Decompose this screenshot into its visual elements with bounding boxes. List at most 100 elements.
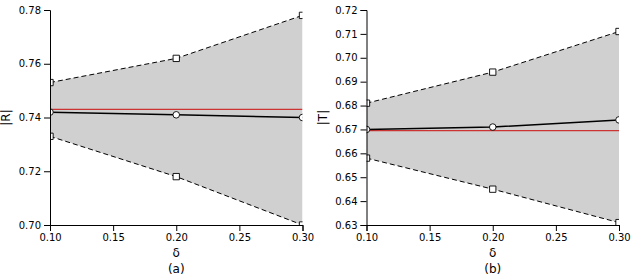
y-tick-label: 0.65 [335,172,357,183]
x-tick: 0.30 [608,225,630,243]
y-tick: 0.63 [335,220,366,231]
point [490,69,496,75]
panel: 0.100.150.200.250.300.700.720.740.760.78… [0,5,314,276]
y-tick-mark [361,177,367,178]
x-tick: 0.25 [545,225,567,243]
y-tick-label: 0.70 [19,220,41,231]
markers [367,28,620,106]
x-axis: 0.10 0.15 0.20 0.25 0.30 [39,225,314,243]
y-tick-mark [44,118,50,119]
y-axis-title: |R| [0,109,13,125]
point [173,173,179,179]
y-tick-mark [361,82,367,83]
x-tick-label: 0.25 [545,232,567,243]
markers [50,109,303,121]
point [490,186,496,192]
point [299,12,302,18]
point [489,124,496,131]
markers [50,12,303,86]
figure: 0.100.150.200.250.300.700.720.740.760.78… [0,0,633,279]
y-tick-mark [44,10,50,11]
y-tick: 0.70 [19,220,50,231]
x-tick: 0.15 [102,225,124,243]
panel: 0.10 0.15 0.20 0.25 0.30 0.63 0.64 0.65 0.66 0.67… [316,5,631,276]
y-tick-label: 0.70 [335,52,357,63]
plot-area [367,28,620,225]
y-tick-label: 0.63 [335,220,357,231]
band [367,32,620,223]
x-tick-label: 0.30 [292,232,314,243]
y-tick-mark [361,10,367,11]
y-tick-mark [361,201,367,202]
y-tick-label: 0.68 [335,100,357,111]
y-axis-line [44,11,51,226]
y-tick-mark [361,58,367,59]
x-axis-line [51,226,304,232]
x-axis-line [367,226,620,232]
y-tick-mark [361,225,367,226]
markers [367,155,620,225]
y-tick: 0.66 [335,148,366,159]
x-tick-label: 0.10 [356,232,378,243]
reference-line [50,109,303,110]
band-lower-edge [50,136,303,225]
x-tick: 0.20 [166,225,188,243]
x-tick-label: 0.10 [39,232,61,243]
y-tick-label: 0.64 [335,196,357,207]
x-tick-label: 0.25 [229,232,251,243]
point [616,117,619,124]
y-tick-label: 0.76 [19,58,41,69]
x-tick-label: 0.30 [608,232,630,243]
y-tick-label: 0.69 [335,76,357,87]
x-tick: 0.30 [292,225,314,243]
y-tick-label: 0.72 [335,5,357,16]
y-tick: 0.68 [335,100,366,111]
y-tick: 0.72 [19,166,50,177]
y-tick: 0.69 [335,76,366,87]
x-tick-mark [619,225,620,231]
y-tick: 0.65 [335,172,366,183]
markers [367,117,620,133]
point [616,219,619,225]
y-tick-mark [361,129,367,130]
x-tick: 0.20 [482,225,504,243]
band-upper-edge [50,15,303,82]
panel-title: (a) [168,262,185,276]
y-tick: 0.70 [335,52,366,63]
y-tick: 0.64 [335,196,366,207]
point [616,28,619,34]
point [173,55,179,61]
y-tick-mark [44,64,50,65]
x-tick: 0.10 [39,225,61,243]
y-axis-title: |T| [316,110,330,125]
y-tick: 0.74 [19,112,50,123]
line [367,120,620,130]
x-tick-mark [176,225,177,231]
y-axis-line [361,11,368,226]
point [299,222,302,225]
x-tick: 0.25 [229,225,251,243]
x-tick-mark [493,225,494,231]
y-tick-mark [361,153,367,154]
band-lower-edge [367,158,620,223]
plot-area [50,12,303,225]
y-tick-label: 0.67 [335,124,357,135]
y-axis: 0.700.720.740.760.78 [19,5,51,231]
markers [50,133,303,225]
x-tick-mark [239,225,240,231]
x-tick-label: 0.15 [419,232,441,243]
x-tick-mark [303,225,304,231]
y-tick-mark [361,34,367,35]
y-tick-label: 0.72 [19,166,41,177]
y-tick: 0.71 [335,29,366,40]
x-axis: 0.10 0.15 0.20 0.25 0.30 [356,225,631,243]
x-tick-label: 0.20 [482,232,504,243]
x-tick-mark [556,225,557,231]
point [299,114,302,121]
point [173,112,180,119]
y-axis: 0.63 0.64 0.65 0.66 0.67 0.68 0.69 0.70 0.71 0.72 [335,5,367,231]
y-tick-mark [361,106,367,107]
y-tick-mark [44,171,50,172]
x-axis-title: δ [489,246,496,260]
y-tick-label: 0.74 [19,112,41,123]
